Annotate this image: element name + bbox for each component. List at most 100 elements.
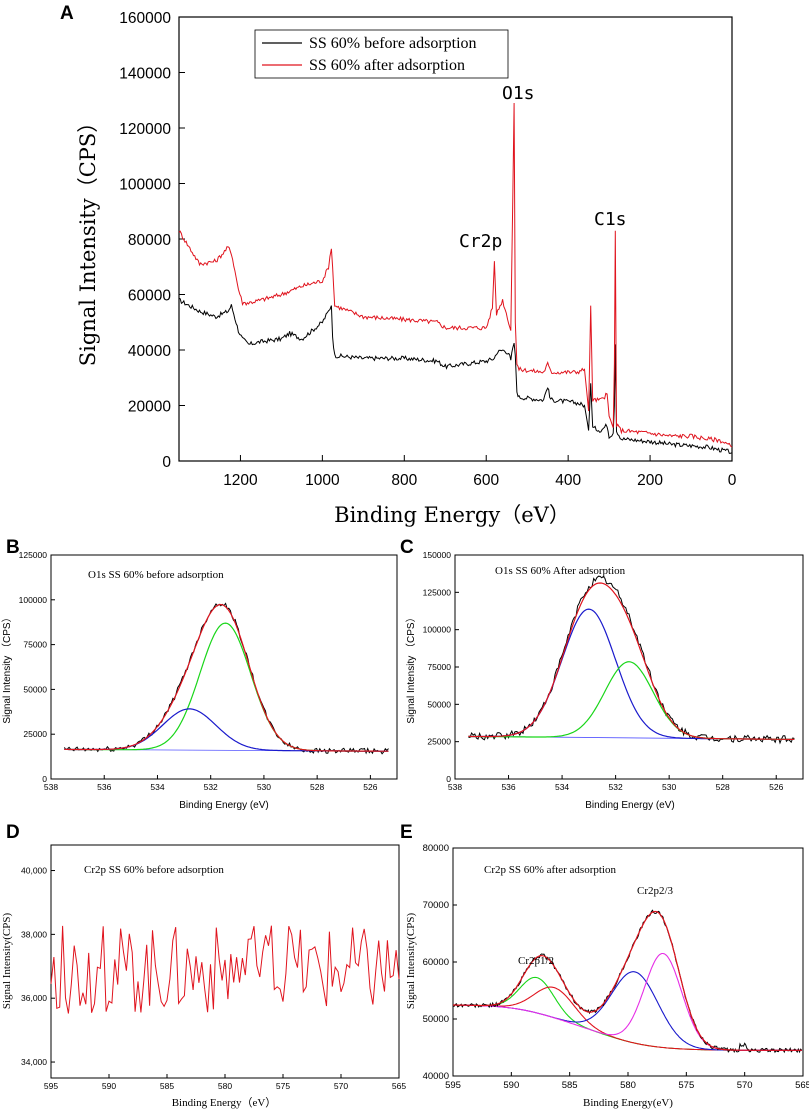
panel-e-title: Cr2p SS 60% after adsorption — [484, 864, 616, 876]
panel-c-series-envelope — [468, 582, 795, 740]
panel-b-y-tick-label: 0 — [42, 774, 47, 784]
panel-c-chart: 538 536 534 532 530 528 526 0 25000 50000 75000 100… — [405, 550, 804, 811]
peak-label-cr2p23: Cr2p2/3 — [637, 885, 674, 897]
peak-label-cr2p: Cr2p — [459, 231, 502, 252]
panel-a-x-tick-label: 0 — [728, 472, 737, 489]
panel-b-y-tick-label: 50000 — [23, 684, 47, 694]
panel-c-series-raw — [468, 575, 795, 745]
panel-letter-d: D — [6, 822, 20, 843]
panel-b-y-tick-label: 25000 — [23, 729, 47, 739]
panel-a-y-tick-label: 60000 — [128, 288, 171, 305]
panel-e-x-tick-label: 595 — [445, 1080, 461, 1091]
panel-e-y-tick-label: 40000 — [423, 1071, 449, 1082]
panel-e-series-component-4 — [453, 952, 802, 1051]
panel-b-series-raw — [63, 602, 389, 755]
panel-b-chart: 538 536 534 532 530 528 526 0 25000 50000 75000 100… — [1, 550, 398, 811]
panel-d-y-tick-label: 34,000 — [21, 1057, 47, 1067]
panel-a-x-tick-label: 1000 — [305, 472, 340, 489]
panel-b-y-tick-label: 125000 — [19, 550, 48, 560]
panel-b-x-tick-label: 538 — [44, 782, 58, 792]
panel-d-x-axis-label: Binding Energy（eV） — [172, 1096, 277, 1109]
panel-c-x-tick-label: 532 — [609, 782, 623, 792]
peak-label-cr2p12: Cr2p1/2 — [518, 955, 554, 967]
panel-e-x-tick-label: 565 — [795, 1080, 809, 1091]
panel-c-plot-frame — [454, 554, 804, 780]
panel-a-plot-frame — [178, 16, 733, 462]
panel-d-chart: 595 590 585 580 575 570 565 34,000 36,000 38,000 4… — [1, 844, 406, 1109]
panel-d-y-tick-label: 36,000 — [21, 993, 47, 1003]
panel-a-x-axis-label: Binding Energy（eV） — [334, 503, 570, 527]
panel-letter-a: A — [60, 3, 74, 24]
panel-e-y-tick-label: 50000 — [423, 1014, 449, 1025]
panel-c-y-tick-label: 50000 — [427, 699, 451, 709]
panel-d-y-axis-label: Signal Intensity(CPS) — [1, 913, 13, 1010]
panel-c-x-tick-label: 530 — [662, 782, 676, 792]
panel-e-y-tick-label: 60000 — [423, 957, 449, 968]
panel-d-x-tick-label: 575 — [276, 1081, 290, 1091]
panel-a-y-tick-label: 80000 — [128, 232, 171, 249]
panel-a-y-tick-label: 0 — [162, 454, 171, 471]
panel-d-x-tick-label: 565 — [392, 1081, 406, 1091]
panel-b-series-component-2 — [64, 708, 389, 752]
panel-b-x-tick-label: 532 — [204, 782, 218, 792]
panel-e-x-tick-label: 570 — [737, 1080, 753, 1091]
panel-b-x-tick-label: 534 — [150, 782, 164, 792]
panel-b-y-tick-label: 100000 — [19, 595, 48, 605]
panel-d-title: Cr2p SS 60% before adsorption — [84, 864, 224, 876]
panel-c-x-axis-label: Binding Energy (eV) — [585, 800, 675, 811]
panel-c-y-tick-label: 100000 — [423, 625, 452, 635]
panel-d-series-raw — [50, 925, 400, 1014]
panel-d-x-tick-label: 595 — [44, 1081, 58, 1091]
legend-label-before: SS 60% before adsorption — [309, 35, 477, 52]
panel-d-x-tick-label: 580 — [218, 1081, 232, 1091]
panel-e-chart: 595 590 585 580 575 570 565 40000 50000 60000 7000… — [405, 843, 809, 1109]
panel-b-x-tick-label: 530 — [257, 782, 271, 792]
panel-b-series-component-1 — [64, 622, 389, 752]
panel-b-plot-frame — [50, 554, 398, 780]
panel-a-series-before — [178, 297, 733, 454]
panel-letter-b: B — [6, 537, 20, 558]
panel-d-y-tick-label: 38,000 — [21, 929, 47, 939]
panel-e-y-tick-label: 70000 — [423, 900, 449, 911]
panel-d-x-tick-label: 590 — [102, 1081, 116, 1091]
panel-e-series-component-3 — [453, 971, 802, 1051]
panel-e-series-component-2 — [453, 986, 802, 1051]
panel-b-x-tick-label: 526 — [363, 782, 377, 792]
panel-d-y-tick-label: 40,000 — [21, 866, 47, 876]
panel-d-x-tick-label: 585 — [160, 1081, 174, 1091]
panel-a-y-tick-label: 120000 — [119, 121, 171, 138]
panel-c-y-axis-label: Signal Intensity （CPS） — [405, 612, 417, 723]
panel-a-x-tick-label: 800 — [391, 472, 417, 489]
panel-e-series-envelope — [453, 910, 802, 1051]
panel-a-y-tick-label: 40000 — [128, 343, 171, 360]
panel-c-x-tick-label: 528 — [716, 782, 730, 792]
panel-e-x-tick-label: 575 — [678, 1080, 694, 1091]
panel-c-y-tick-label: 125000 — [423, 587, 452, 597]
panel-e-series-raw — [453, 909, 803, 1054]
panel-a-x-tick-label: 400 — [555, 472, 581, 489]
panel-e-y-tick-label: 80000 — [423, 843, 449, 854]
panel-a-legend-box — [254, 29, 509, 79]
panel-e-x-axis-label: Binding Energy(eV) — [583, 1097, 673, 1109]
panel-a-series-after — [178, 102, 733, 448]
panel-c-y-tick-label: 150000 — [423, 550, 452, 560]
panel-a-x-tick-label: 1200 — [223, 472, 258, 489]
panel-c-series-component-1 — [468, 608, 795, 740]
panel-b-x-axis-label: Binding Energy (eV) — [179, 800, 269, 811]
panel-a-x-tick-label: 200 — [637, 472, 663, 489]
panel-a-y-tick-label: 160000 — [119, 10, 171, 27]
panel-b-series-envelope — [64, 603, 389, 752]
panel-a-chart: 1200 1000 800 600 400 200 00200004000060000800… — [76, 10, 737, 527]
panel-c-x-tick-label: 526 — [769, 782, 783, 792]
panel-b-y-axis-label: Signal Intensity （CPS） — [1, 612, 13, 723]
panel-c-x-tick-label: 534 — [555, 782, 569, 792]
panel-b-x-tick-label: 536 — [97, 782, 111, 792]
panel-a-x-tick-label: 600 — [473, 472, 499, 489]
panel-b-title: O1s SS 60% before adsorption — [88, 569, 224, 581]
panel-e-x-tick-label: 590 — [503, 1080, 519, 1091]
panel-c-y-tick-label: 25000 — [427, 737, 451, 747]
peak-label-c1s: C1s — [594, 209, 627, 230]
panel-b-y-tick-label: 75000 — [23, 640, 47, 650]
panel-c-y-tick-label: 75000 — [427, 662, 451, 672]
